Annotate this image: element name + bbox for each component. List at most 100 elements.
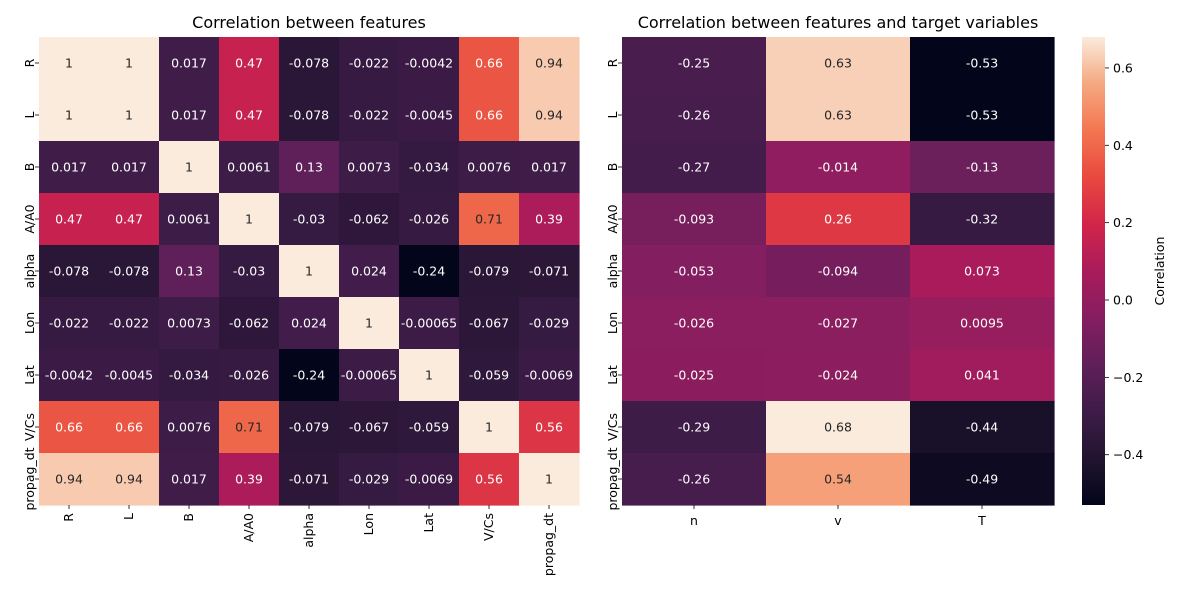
- features-heatmap-cell-v-cs-lat: [399, 401, 460, 454]
- features-heatmap-cell-alpha-v-cs: [459, 245, 520, 298]
- targets-heatmap-cell-a-a0-v: [766, 193, 911, 246]
- colorbar-gradient: [1082, 37, 1105, 505]
- features-heatmap-value-label-b-lon: 0.0073: [347, 160, 391, 175]
- features-heatmap-cell-v-cs-propag-dt: [519, 401, 580, 454]
- targets-heatmap-x-tick-label-t: T: [977, 513, 986, 528]
- targets-heatmap-cell-v-cs-t: [910, 401, 1055, 454]
- targets-heatmap-value-label-l-v: 0.63: [824, 108, 852, 123]
- targets-heatmap-cell-alpha-v: [766, 245, 911, 298]
- targets-heatmap-value-label-lon-n: -0.026: [674, 316, 714, 331]
- features-heatmap-value-label-alpha-a-a0: -0.03: [233, 264, 265, 279]
- features-heatmap-y-tick-label-r: R: [22, 58, 37, 67]
- features-heatmap-cell-r-l: [99, 37, 160, 90]
- features-heatmap-x-tick-label-b: B: [181, 513, 196, 522]
- features-heatmap-value-label-propag-dt-r: 0.94: [55, 472, 83, 487]
- targets-heatmap-cell-r-n: [622, 37, 767, 90]
- features-heatmap-cell-propag-dt-a-a0: [219, 453, 280, 506]
- targets-heatmap-cell-propag-dt-v: [766, 453, 911, 506]
- targets-heatmap-value-label-a-a0-t: -0.32: [966, 212, 998, 227]
- targets-heatmap-y-ticks: R L B A/A0 alpha Lon Lat V/Cs propag_dt: [605, 58, 622, 511]
- features-heatmap-x-tick-label-l: L: [121, 513, 136, 520]
- targets-heatmap-cell-a-a0-t: [910, 193, 1055, 246]
- targets-heatmap-value-label-lat-t: 0.041: [964, 368, 1000, 383]
- features-heatmap-cell-b-lat: [399, 141, 460, 194]
- features-heatmap-x-tick-label-v-cs: V/Cs: [481, 513, 496, 541]
- features-heatmap-value-label-a-a0-r: 0.47: [55, 212, 83, 227]
- features-heatmap-cell-a-a0-a-a0: [219, 193, 280, 246]
- targets-heatmap-value-label-alpha-t: 0.073: [964, 264, 1000, 279]
- features-heatmap-value-label-lon-alpha: 0.024: [291, 316, 327, 331]
- features-heatmap-cell-alpha-lon: [339, 245, 400, 298]
- targets-heatmap-cell-a-a0-n: [622, 193, 767, 246]
- features-heatmap-cell-propag-dt-lon: [339, 453, 400, 506]
- features-heatmap-value-label-lon-b: 0.0073: [167, 316, 211, 331]
- features-heatmap-value-label-lon-r: -0.022: [49, 316, 89, 331]
- features-heatmap-value-label-v-cs-alpha: -0.079: [289, 420, 329, 435]
- features-heatmap-value-label-propag-dt-propag-dt: 1: [545, 472, 553, 487]
- features-heatmap-cell-l-v-cs: [459, 89, 520, 142]
- targets-heatmap-y-tick-label-v-cs: V/Cs: [605, 413, 620, 441]
- features-heatmap-value-label-r-lon: -0.022: [349, 56, 389, 71]
- features-heatmap-x-tick-label-alpha: alpha: [301, 513, 316, 548]
- features-heatmap-cell-lon-r: [39, 297, 100, 350]
- features-heatmap-value-label-v-cs-lon: -0.067: [349, 420, 389, 435]
- features-heatmap-value-label-v-cs-b: 0.0076: [167, 420, 211, 435]
- features-heatmap-value-label-r-l: 1: [125, 56, 133, 71]
- features-heatmap-value-label-r-a-a0: 0.47: [235, 56, 263, 71]
- features-heatmap-value-label-lat-propag-dt: -0.0069: [525, 368, 573, 383]
- targets-heatmap-y-tick-label-lon: Lon: [605, 312, 620, 334]
- features-heatmap-value-label-a-a0-a-a0: 1: [245, 212, 253, 227]
- targets-heatmap-cell-r-t: [910, 37, 1055, 90]
- features-heatmap-y-tick-label-propag-dt: propag_dt: [22, 447, 37, 510]
- colorbar-label: Correlation: [1152, 237, 1167, 306]
- features-heatmap-y-tick-label-lon: Lon: [22, 312, 37, 334]
- features-heatmap-value-label-lat-a-a0: -0.026: [229, 368, 269, 383]
- features-heatmap-cell-v-cs-l: [99, 401, 160, 454]
- features-heatmap-y-ticks: R L B A/A0 alpha Lon Lat V/Cs propag_dt: [22, 58, 39, 511]
- targets-heatmap-cell-v-cs-n: [622, 401, 767, 454]
- features-heatmap-value-label-alpha-alpha: 1: [305, 264, 313, 279]
- features-heatmap-cell-a-a0-alpha: [279, 193, 340, 246]
- targets-heatmap-cell-lon-v: [766, 297, 911, 350]
- features-heatmap-cell-a-a0-lat: [399, 193, 460, 246]
- features-heatmap-x-tick-label-lat: Lat: [421, 513, 436, 533]
- features-heatmap-cell-propag-dt-lat: [399, 453, 460, 506]
- features-heatmap-cell-v-cs-b: [159, 401, 220, 454]
- features-heatmap-cell-b-alpha: [279, 141, 340, 194]
- features-heatmap-value-label-lon-propag-dt: -0.029: [529, 316, 569, 331]
- features-heatmap-cell-a-a0-r: [39, 193, 100, 246]
- targets-heatmap-value-label-b-v: -0.014: [818, 160, 858, 175]
- features-heatmap-value-label-r-v-cs: 0.66: [475, 56, 503, 71]
- features-heatmap-cell-lat-alpha: [279, 349, 340, 402]
- targets-heatmap-value-label-b-t: -0.13: [966, 160, 998, 175]
- features-heatmap-cell-r-b: [159, 37, 220, 90]
- features-heatmap-cell-lon-l: [99, 297, 160, 350]
- features-heatmap-cell-lat-r: [39, 349, 100, 402]
- colorbar-ticks: −0.4 −0.2 0.0 0.2 0.4 0.6: [1105, 60, 1143, 462]
- features-heatmap-value-label-a-a0-lon: -0.062: [349, 212, 389, 227]
- features-heatmap-cell-l-l: [99, 89, 160, 142]
- features-heatmap-value-label-propag-dt-v-cs: 0.56: [475, 472, 503, 487]
- features-heatmap-cell-r-lon: [339, 37, 400, 90]
- features-heatmap-value-label-lon-l: -0.022: [109, 316, 149, 331]
- targets-heatmap-cell-l-t: [910, 89, 1055, 142]
- features-heatmap-value-label-alpha-lat: -0.24: [413, 264, 445, 279]
- features-heatmap-cell-propag-dt-propag-dt: [519, 453, 580, 506]
- targets-heatmap-title: Correlation between features and target …: [638, 13, 1039, 32]
- targets-heatmap-cell-propag-dt-n: [622, 453, 767, 506]
- features-heatmap-value-label-lat-r: -0.0042: [45, 368, 93, 383]
- features-heatmap-value-label-r-alpha: -0.078: [289, 56, 329, 71]
- targets-heatmap-value-label-lon-t: 0.0095: [960, 316, 1004, 331]
- features-heatmap-cell-r-v-cs: [459, 37, 520, 90]
- features-heatmap-value-label-r-r: 1: [65, 56, 73, 71]
- targets-heatmap-cell-lon-t: [910, 297, 1055, 350]
- targets-heatmap-y-tick-label-l: L: [605, 111, 620, 118]
- features-heatmap-y-tick-label-l: L: [22, 111, 37, 118]
- features-heatmap-value-label-a-a0-b: 0.0061: [167, 212, 211, 227]
- features-heatmap-cell-alpha-propag-dt: [519, 245, 580, 298]
- colorbar-tick-label: −0.2: [1113, 370, 1143, 385]
- features-heatmap-cell-a-a0-b: [159, 193, 220, 246]
- features-heatmap-value-label-propag-dt-a-a0: 0.39: [235, 472, 263, 487]
- features-heatmap-y-tick-label-a-a0: A/A0: [22, 204, 37, 233]
